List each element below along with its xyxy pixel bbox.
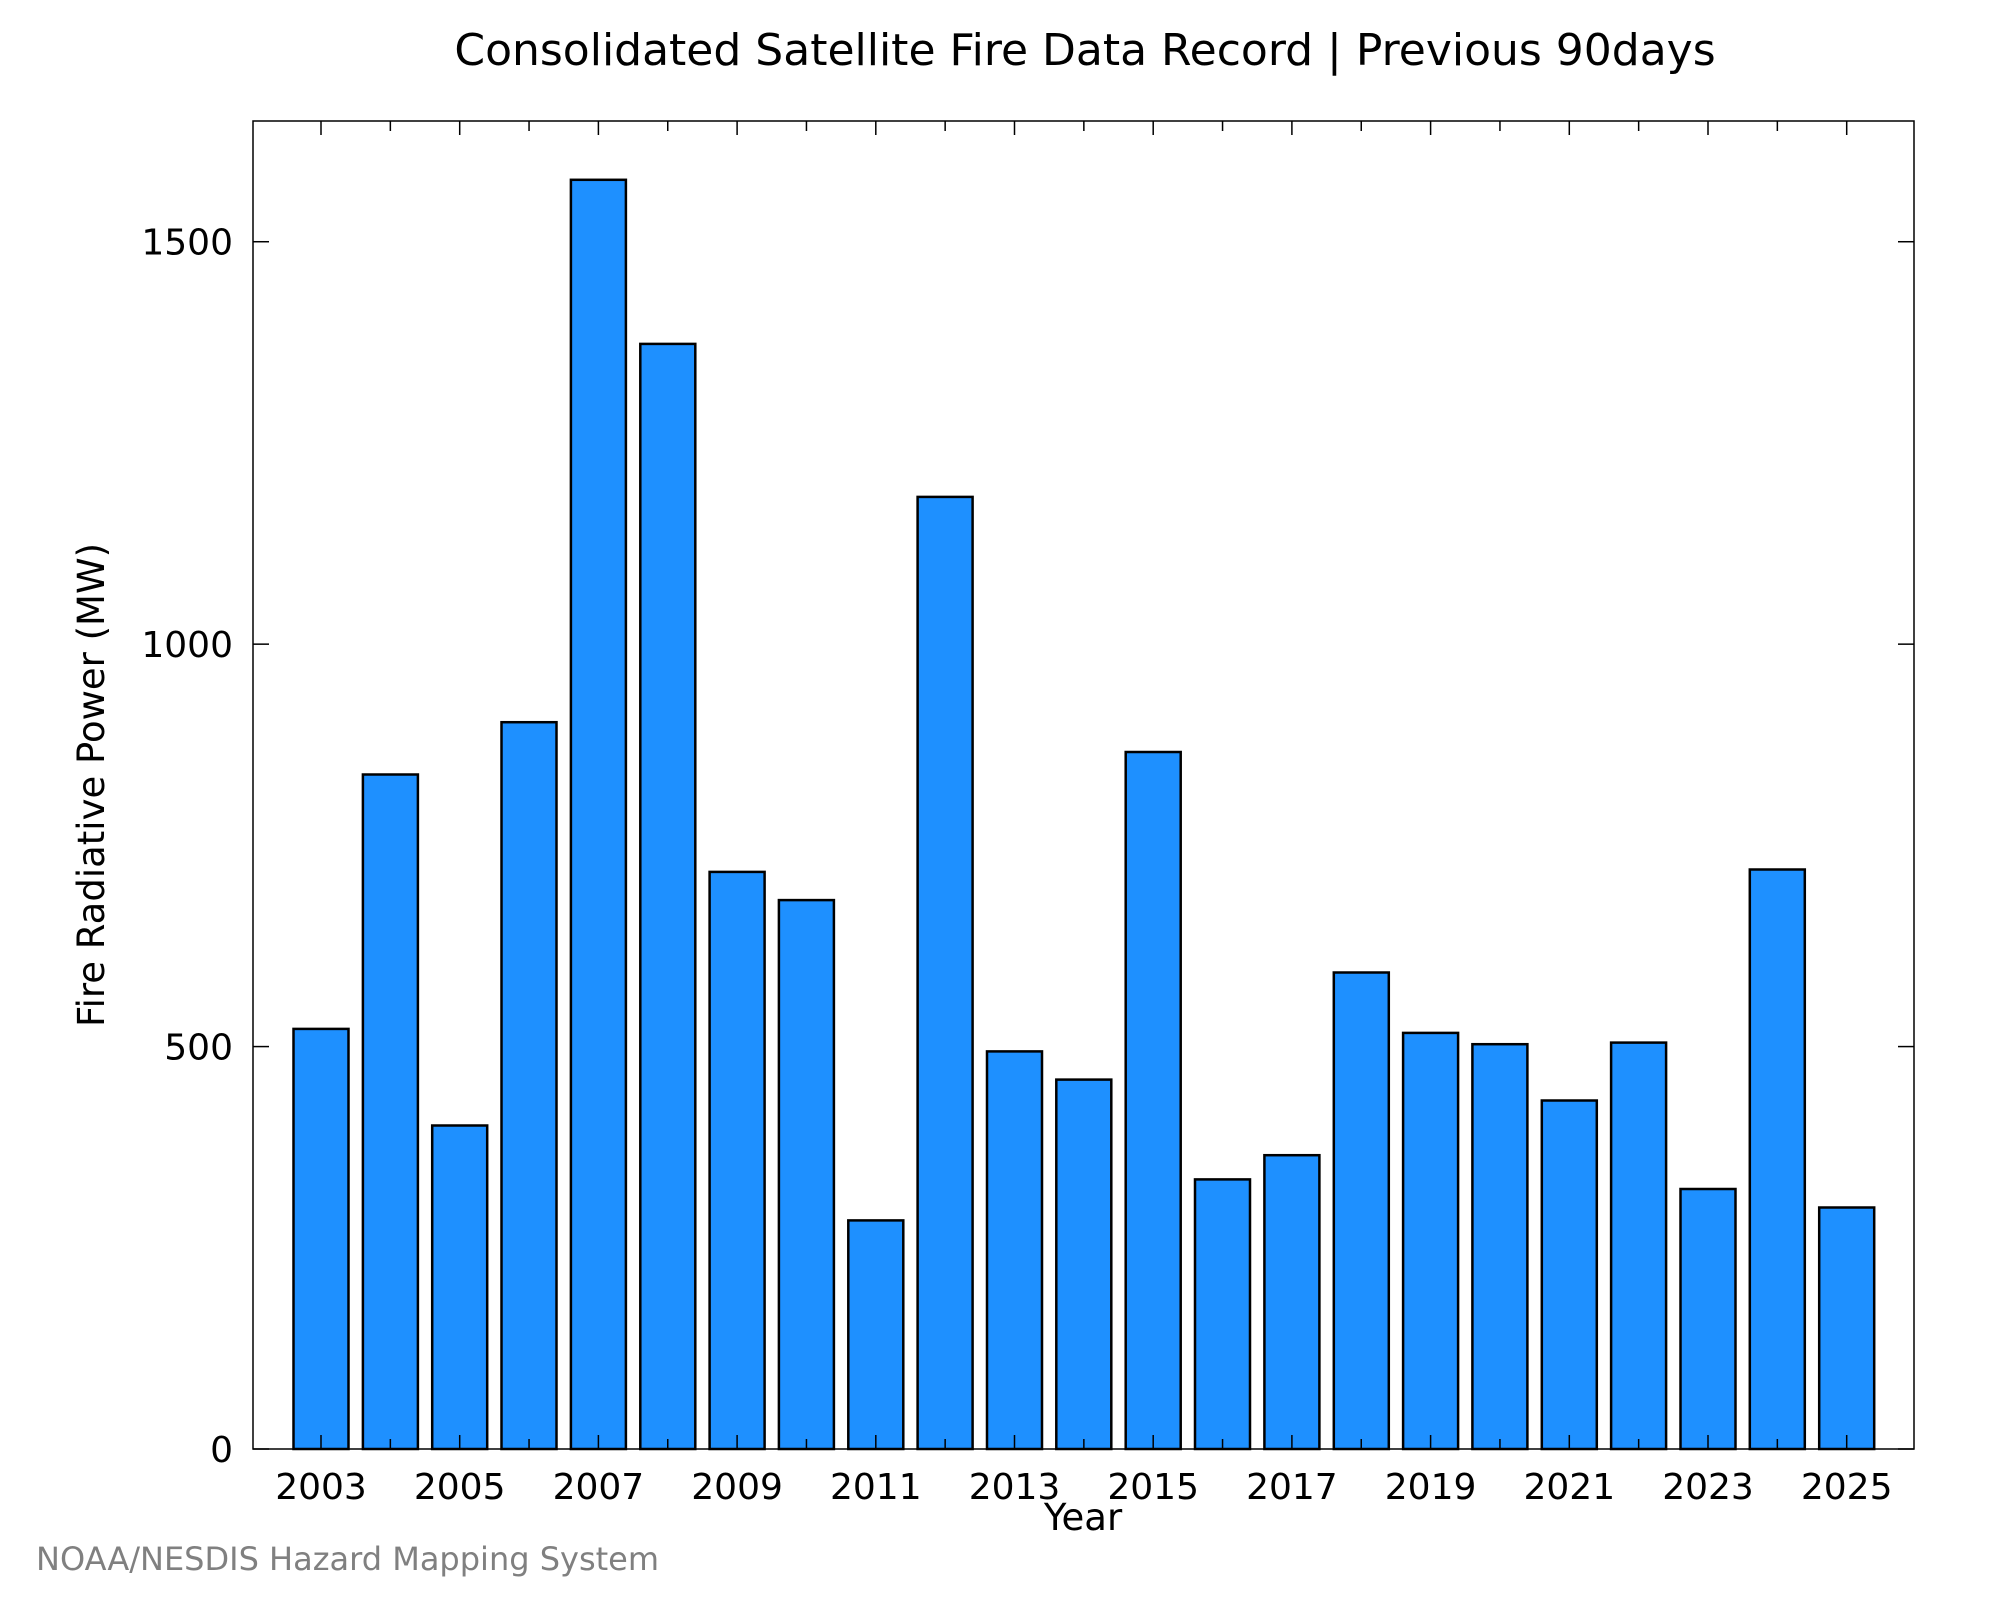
chart-title: Consolidated Satellite Fire Data Record … [454,25,1715,76]
x-tick-label-2007: 2007 [553,1467,645,1508]
bar-2006 [500,720,558,1451]
x-tick-label-2005: 2005 [414,1467,506,1508]
x-tick-label-2015: 2015 [1107,1467,1199,1508]
bar-2020 [1471,1042,1529,1451]
bar-2005 [430,1124,489,1451]
bar-2007 [569,178,628,1451]
bar-2019 [1401,1031,1460,1451]
x-tick-label-2019: 2019 [1385,1467,1477,1508]
bar-2008 [639,342,697,1451]
bar-2012 [916,495,974,1451]
bar-2013 [985,1050,1044,1451]
bar-2014 [1055,1078,1113,1451]
bar-2018 [1332,971,1391,1451]
x-axis-label: Year [1043,1496,1123,1539]
ticks-group: 2003 2005 2007 2009 2011 2013 2015 2017 2019 2021… [141,121,1914,1508]
y-tick-label-1500: 1500 [141,223,233,264]
bar-2016 [1193,1178,1252,1451]
bar-2015 [1124,750,1182,1451]
y-tick-label-500: 500 [164,1028,233,1069]
bar-2004 [361,773,420,1451]
bar-2009 [708,870,766,1451]
y-tick-label-0: 0 [210,1430,233,1471]
credit-text: NOAA/NESDIS Hazard Mapping System [36,1540,659,1578]
x-tick-label-2009: 2009 [691,1467,783,1508]
bars-group [292,178,1876,1451]
y-tick-label-1000: 1000 [141,625,233,666]
x-tick-label-2023: 2023 [1662,1467,1754,1508]
bar-2011 [847,1219,905,1451]
bar-2023 [1679,1187,1737,1451]
x-tick-label-2021: 2021 [1523,1467,1615,1508]
y-axis-label: Fire Radiative Power (MW) [70,543,113,1027]
x-tick-label-2025: 2025 [1801,1467,1893,1508]
bar-2017 [1263,1153,1321,1451]
bar-2003 [292,1027,350,1451]
bar-2022 [1609,1041,1668,1451]
x-tick-label-2017: 2017 [1246,1467,1338,1508]
bar-2025 [1817,1206,1876,1451]
bar-2010 [777,898,836,1451]
x-tick-label-2003: 2003 [275,1467,367,1508]
x-tick-label-2013: 2013 [969,1467,1061,1508]
x-tick-label-2011: 2011 [830,1467,922,1508]
bar-2024 [1748,868,1807,1451]
bar-2021 [1540,1099,1599,1451]
